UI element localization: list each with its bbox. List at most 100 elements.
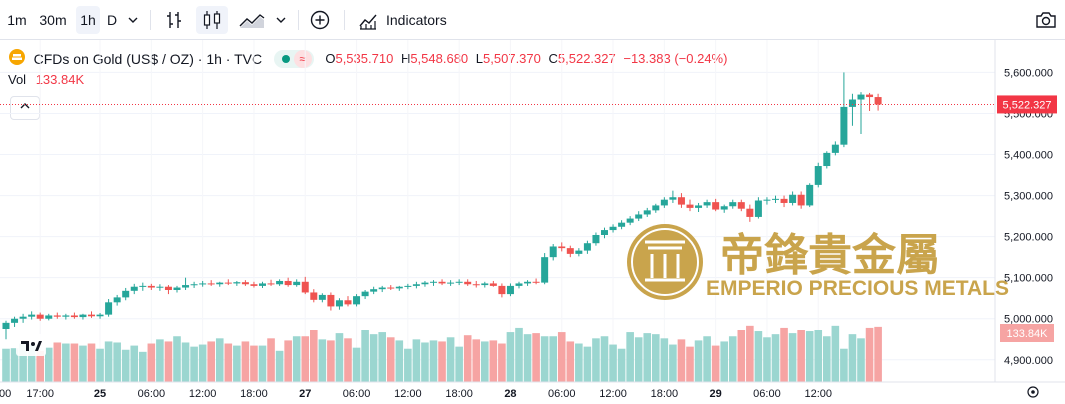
interval-dropdown-chevron-icon[interactable] [124, 6, 142, 34]
candle-body [267, 283, 275, 285]
volume-bar [566, 341, 575, 382]
chart-settings-icon[interactable] [1027, 386, 1039, 398]
volume-bar [284, 340, 292, 382]
candle-body [164, 286, 172, 290]
volume-bar [224, 343, 233, 382]
candle [430, 280, 437, 286]
candle-body [335, 300, 343, 307]
x-tick-label: 18:00 [240, 388, 268, 400]
volume-bar [609, 344, 617, 382]
candle-body [549, 246, 557, 258]
volume-bar [215, 338, 224, 382]
tradingview-logo-icon[interactable] [16, 334, 46, 356]
candle [524, 280, 532, 286]
candle-body [438, 281, 446, 284]
candle [592, 232, 600, 246]
indicators-button[interactable]: Indicators [356, 6, 460, 34]
volume-bar [361, 330, 369, 382]
interval-1m-button[interactable]: 1m [7, 12, 27, 28]
volume-bar [318, 339, 327, 382]
volume-bar [292, 336, 301, 382]
high-label: H [400, 51, 411, 66]
candle-body [404, 285, 412, 287]
candle [763, 197, 771, 205]
market-status-badge[interactable]: ≈ [273, 49, 314, 68]
candle [618, 220, 626, 230]
candle-body [506, 285, 514, 295]
open-label: O [325, 51, 336, 66]
volume-bar [669, 344, 677, 382]
candle [558, 242, 566, 252]
candle-body [618, 222, 626, 227]
candle-body [626, 218, 634, 223]
volume-label: Vol [8, 72, 27, 87]
candle-body [583, 243, 591, 251]
candle [79, 313, 87, 320]
volume-bar [823, 336, 831, 382]
y-tick-label: 4,900.000 [1004, 355, 1053, 367]
symbol-title[interactable]: CFDs on Gold (US$ / OZ) · 1h · TVC [33, 50, 263, 67]
camera-snapshot-icon[interactable] [1032, 6, 1060, 34]
candle-body [566, 248, 574, 254]
candle-body [387, 287, 395, 289]
candle-body [464, 281, 472, 285]
candle-body [395, 286, 403, 289]
candle-body [370, 289, 378, 292]
open-value: 5,535.710 [335, 51, 394, 66]
y-tick-label: 5,200.000 [1004, 232, 1053, 244]
candle [310, 289, 318, 303]
bar-style-icon[interactable] [160, 6, 188, 34]
volume-bar [429, 340, 438, 382]
candle-body [190, 284, 198, 286]
volume-bar [805, 331, 814, 382]
interval-30m-button[interactable]: 30m [39, 12, 67, 28]
collapse-legend-button[interactable] [10, 96, 40, 120]
candle-body [353, 296, 361, 305]
candle-body [378, 287, 386, 290]
volume-bar [532, 333, 540, 382]
volume-bar [113, 342, 121, 382]
candle [455, 279, 463, 286]
candle [635, 211, 643, 222]
candle [481, 281, 489, 288]
candle [532, 278, 540, 285]
candle [224, 279, 232, 286]
volume-bar [233, 345, 241, 382]
candle [207, 280, 215, 286]
candle-style-icon[interactable] [196, 6, 228, 34]
volume-bar [267, 338, 275, 382]
volume-bar [498, 343, 506, 382]
candle-body [823, 152, 831, 167]
interval-1h-button[interactable]: 1h [76, 6, 100, 34]
volume-bar [44, 347, 53, 382]
interval-d-button[interactable]: D [106, 12, 118, 28]
volume-bar [412, 339, 421, 382]
candle [130, 283, 138, 295]
compare-add-icon[interactable] [306, 6, 334, 34]
x-tick-label: 12:00 [394, 388, 422, 400]
candle-body [643, 210, 651, 215]
volume-bar [121, 349, 130, 382]
candle-body [105, 302, 113, 315]
candle [293, 279, 301, 287]
volume-value: 133.84K [35, 72, 85, 87]
volume-bar [865, 327, 874, 382]
volume-bar [754, 331, 763, 382]
x-tick-label: 12:00 [599, 388, 627, 400]
volume-bar [523, 334, 532, 382]
volume-bar [549, 336, 557, 382]
price-chart[interactable]: 帝鋒貴金屬 EMPERIO PRECIOUS METALS 5,600.000 5… [0, 40, 1065, 404]
chart-type-chevron-icon[interactable] [272, 6, 290, 34]
volume-bar [472, 339, 481, 382]
candle-body [575, 250, 583, 254]
high-value: 5,548.680 [410, 51, 469, 66]
volume-bar [352, 347, 361, 382]
area-style-icon[interactable] [236, 6, 268, 34]
x-tick-label: 06:00 [753, 388, 781, 400]
candle [173, 285, 181, 293]
candle-body [88, 314, 95, 317]
candle [335, 298, 343, 310]
candle-body [276, 280, 284, 285]
x-tick-label: 06:00 [138, 388, 166, 400]
indicators-icon [359, 14, 377, 30]
